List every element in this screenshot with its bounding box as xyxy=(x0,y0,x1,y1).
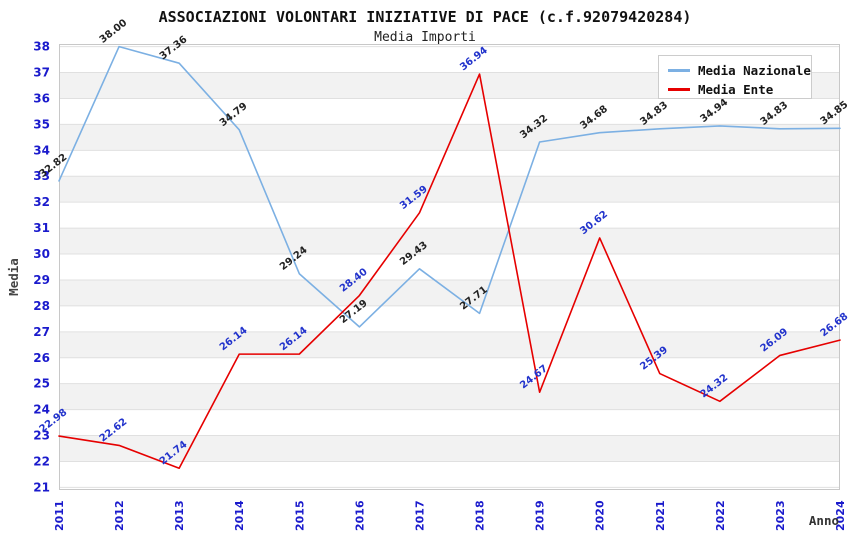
plot-border xyxy=(59,44,840,490)
series-line-media-ente xyxy=(58,73,841,470)
legend-item-media-nazionale: Media Nazionale xyxy=(668,63,811,78)
band-row xyxy=(59,383,840,410)
y-tick-label: 28 xyxy=(33,299,50,313)
x-tick-label: 2016 xyxy=(353,500,366,531)
x-tick-label: 2023 xyxy=(774,500,787,531)
y-tick-label: 30 xyxy=(33,247,50,261)
legend-box xyxy=(658,55,812,99)
x-tick-label: 2022 xyxy=(714,500,727,531)
y-tick-label: 26 xyxy=(33,351,50,365)
y-tick-label: 27 xyxy=(33,325,50,339)
x-tick-label: 2015 xyxy=(293,500,306,531)
y-tick-label: 24 xyxy=(33,403,50,417)
point-label: 38.00 xyxy=(98,18,130,46)
y-tick-label: 36 xyxy=(33,91,50,105)
chart-subtitle: Media Importi xyxy=(374,30,476,45)
x-tick-label: 2014 xyxy=(233,500,246,531)
y-tick-label: 38 xyxy=(33,40,50,54)
x-axis-title: Anno xyxy=(809,513,839,528)
y-tick-label: 21 xyxy=(33,480,50,494)
x-tick-label: 2021 xyxy=(654,500,667,531)
y-tick-label: 31 xyxy=(33,221,50,235)
x-tick-label: 2012 xyxy=(113,500,126,531)
chart-title: ASSOCIAZIONI VOLONTARI INIZIATIVE DI PAC… xyxy=(159,8,692,26)
x-tick-label: 2018 xyxy=(474,500,487,531)
x-tick-label: 2017 xyxy=(413,500,426,531)
band-row xyxy=(59,176,840,203)
y-tick-label: 23 xyxy=(33,429,50,443)
y-tick-label: 22 xyxy=(33,454,50,468)
plot-background xyxy=(59,44,840,490)
band-row xyxy=(59,228,840,255)
band-row xyxy=(59,331,840,358)
y-tick-label: 34 xyxy=(33,143,50,157)
y-axis-title: Media xyxy=(6,258,21,296)
y-tick-label: 25 xyxy=(33,377,50,391)
band-row xyxy=(59,124,840,151)
plot-area: 21 22 23 24 25 26 27 28 29 30 31 32 33 34 35 36 37 38 2011… xyxy=(33,18,850,531)
y-tick-label: 32 xyxy=(33,195,50,209)
x-tick-label: 2019 xyxy=(534,500,547,531)
legend: Media Nazionale Media Ente xyxy=(658,55,812,99)
legend-label-media-nazionale: Media Nazionale xyxy=(698,63,811,78)
y-tick-label: 35 xyxy=(33,117,50,131)
legend-item-media-ente: Media Ente xyxy=(668,82,774,97)
x-tick-label: 2020 xyxy=(594,500,607,531)
band-row xyxy=(59,279,840,306)
x-tick-label: 2024 xyxy=(834,500,847,531)
y-tick-label: 29 xyxy=(33,273,50,287)
legend-label-media-ente: Media Ente xyxy=(698,82,774,97)
x-tick-label: 2013 xyxy=(173,500,186,531)
x-tick-label: 2011 xyxy=(53,500,66,531)
y-tick-label: 33 xyxy=(33,169,50,183)
y-tick-label: 37 xyxy=(33,66,50,80)
series-line-media-nazionale xyxy=(58,45,841,328)
